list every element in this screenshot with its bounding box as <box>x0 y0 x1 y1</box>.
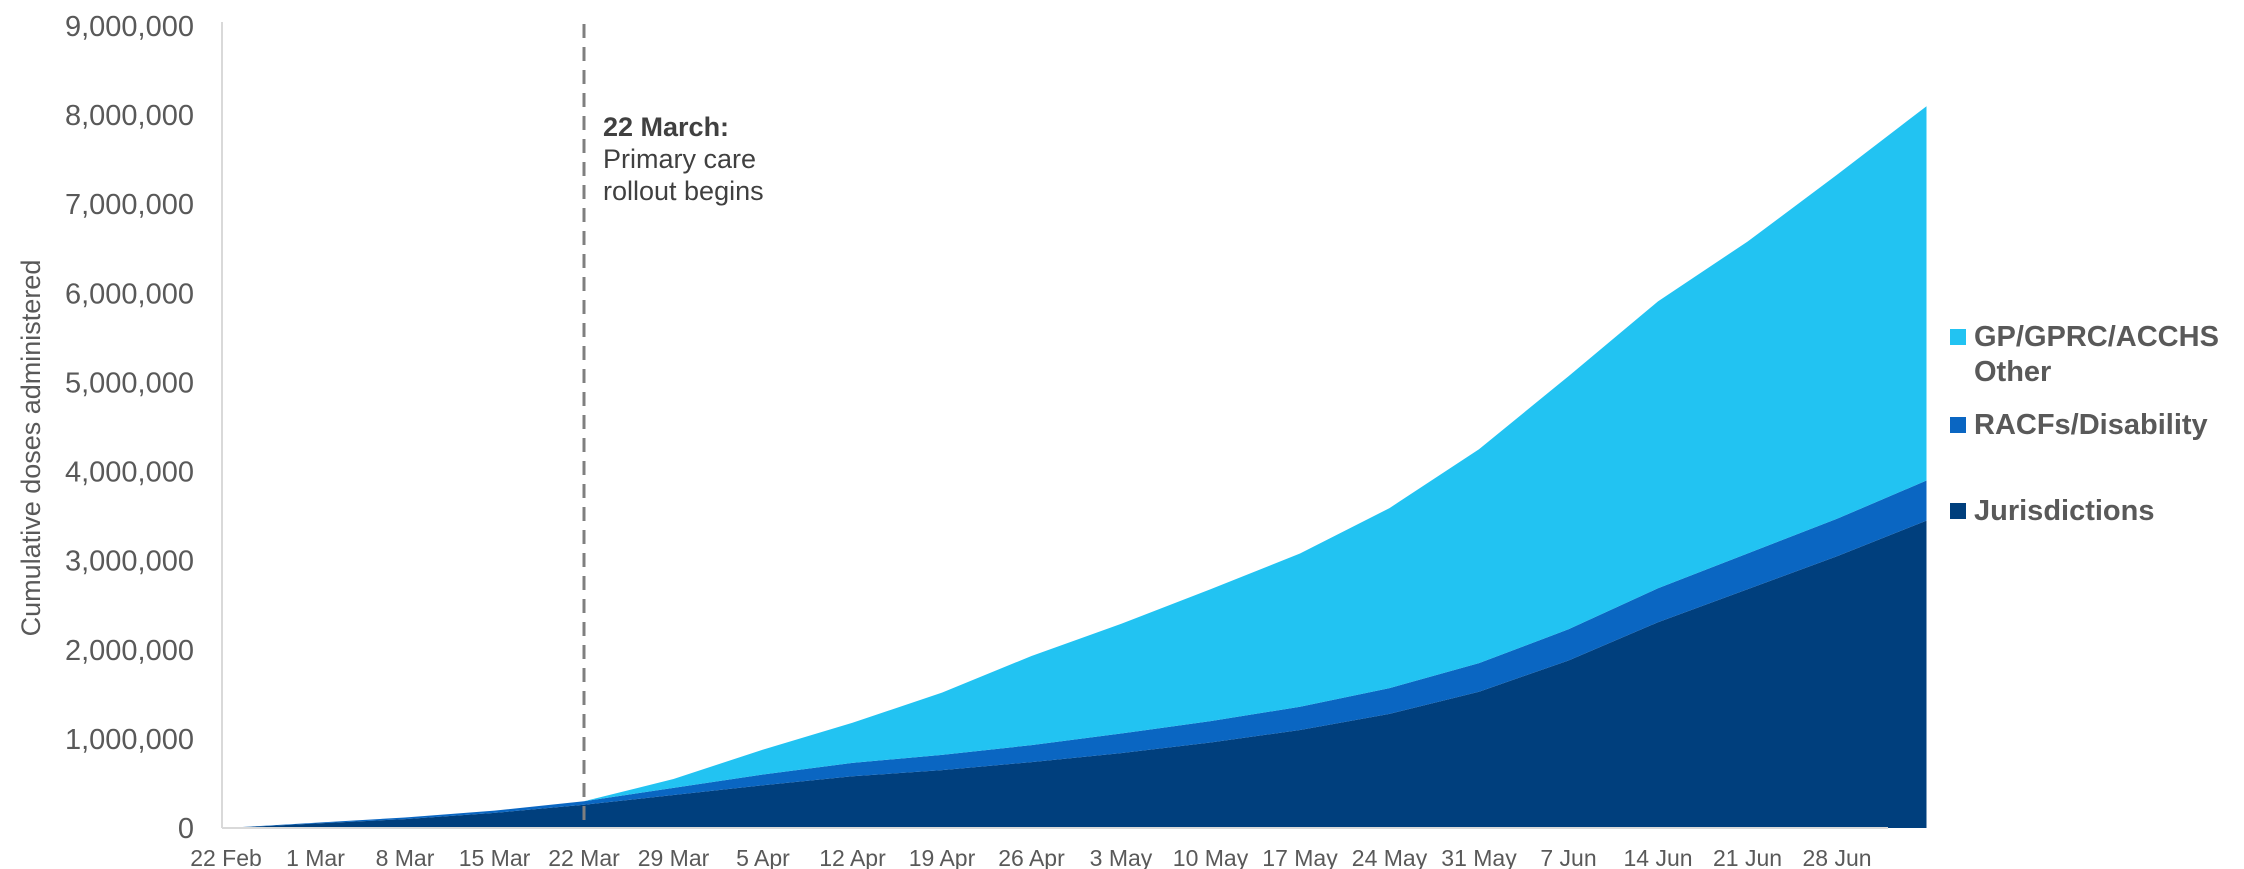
x-tick-label: 31 May <box>1441 845 1517 869</box>
legend-item-jurisdictions: Jurisdictions <box>1950 494 2155 529</box>
x-tick-label: 5 Apr <box>736 845 790 869</box>
x-tick-label: 10 May <box>1173 845 1249 869</box>
x-tick-label: 28 Jun <box>1802 845 1871 869</box>
x-tick-label: 17 May <box>1262 845 1338 869</box>
area-series-2 <box>226 106 1927 828</box>
x-tick-label: 14 Jun <box>1623 845 1692 869</box>
x-tick-label: 19 Apr <box>909 845 976 869</box>
legend-swatch-jurisdictions <box>1950 503 1966 519</box>
legend-label-gp: GP/GPRC/ACCHS Other <box>1974 321 2219 388</box>
y-tick-label: 7,000,000 <box>65 189 194 221</box>
x-tick-label: 26 Apr <box>998 845 1065 869</box>
annotation-title: 22 March: <box>603 112 729 142</box>
x-tick-label: 1 Mar <box>286 845 345 869</box>
legend-item-racf: RACFs/Disability <box>1950 408 2208 443</box>
y-tick-label: 6,000,000 <box>65 278 194 310</box>
y-tick-label: 9,000,000 <box>65 11 194 43</box>
y-tick-label: 5,000,000 <box>65 367 194 399</box>
x-tick-label: 15 Mar <box>459 845 531 869</box>
y-tick-label: 8,000,000 <box>65 100 194 132</box>
y-tick-label: 1,000,000 <box>65 724 194 756</box>
y-tick-label: 0 <box>178 813 194 845</box>
x-tick-label: 21 Jun <box>1713 845 1782 869</box>
legend-swatch-gp <box>1950 329 1966 345</box>
annotation-text-line-2: rollout begins <box>603 176 764 206</box>
y-tick-label: 4,000,000 <box>65 457 194 489</box>
annotation-text-line-1: Primary care <box>603 144 756 174</box>
x-tick-label: 22 Feb <box>190 845 262 869</box>
legend-swatch-racf <box>1950 417 1966 433</box>
legend-label-jurisdictions: Jurisdictions <box>1974 495 2155 527</box>
legend-item-gp: GP/GPRC/ACCHS Other <box>1950 320 2224 390</box>
x-tick-label: 3 May <box>1090 845 1153 869</box>
x-tick-label: 12 Apr <box>819 845 886 869</box>
x-tick-label: 29 Mar <box>638 845 710 869</box>
x-tick-label: 7 Jun <box>1540 845 1596 869</box>
y-axis-label: Cumulative doses administered <box>16 260 46 637</box>
x-tick-label: 24 May <box>1352 845 1428 869</box>
y-tick-label: 2,000,000 <box>65 635 194 667</box>
y-tick-label: 3,000,000 <box>65 546 194 578</box>
x-tick-label: 22 Mar <box>548 845 620 869</box>
legend-label-racf: RACFs/Disability <box>1974 409 2208 441</box>
area-series-0 <box>226 520 1927 828</box>
x-tick-label: 8 Mar <box>376 845 435 869</box>
